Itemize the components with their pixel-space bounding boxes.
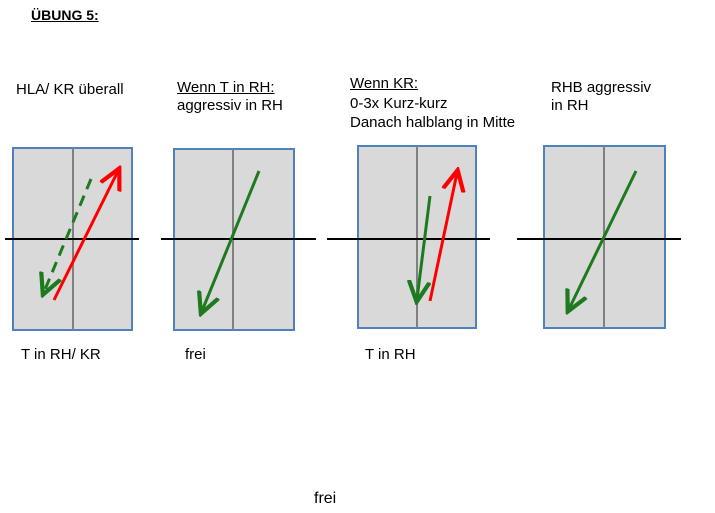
court-panel-2 [161,148,316,331]
panel-1-heading: HLA/ KR überall [16,81,124,98]
panel-2-caption: frei [185,346,206,363]
panel-3-heading: Wenn KR: [350,75,419,92]
footer-label: frei [314,490,337,507]
panel-2-subtext: aggressiv in RH [177,97,283,114]
court-panel-1 [5,147,139,331]
panel-4-heading: RHB aggressiv [551,79,652,96]
court-3-green-arrow [417,195,432,299]
court-panel-3 [327,145,490,329]
court-4-green-arrow [569,170,638,309]
panel-4-subtext: in RH [551,97,589,114]
court-1-dashed-green-arrow [44,178,93,292]
court-1-red-arrow [52,171,118,301]
court-panel-4 [517,145,681,329]
court-3-red-arrow [428,173,457,302]
panel-3-subtext-2: Danach halblang in Mitte [350,114,516,131]
panel-3-caption: T in RH [365,346,416,363]
exercise-title: ÜBUNG 5: [31,7,99,23]
panel-1-caption: T in RH/ KR [21,346,101,363]
panel-2-heading: Wenn T in RH: [177,79,275,96]
panel-3-subtext-1: 0-3x Kurz-kurz [350,95,448,112]
court-2-green-arrow [202,170,261,311]
